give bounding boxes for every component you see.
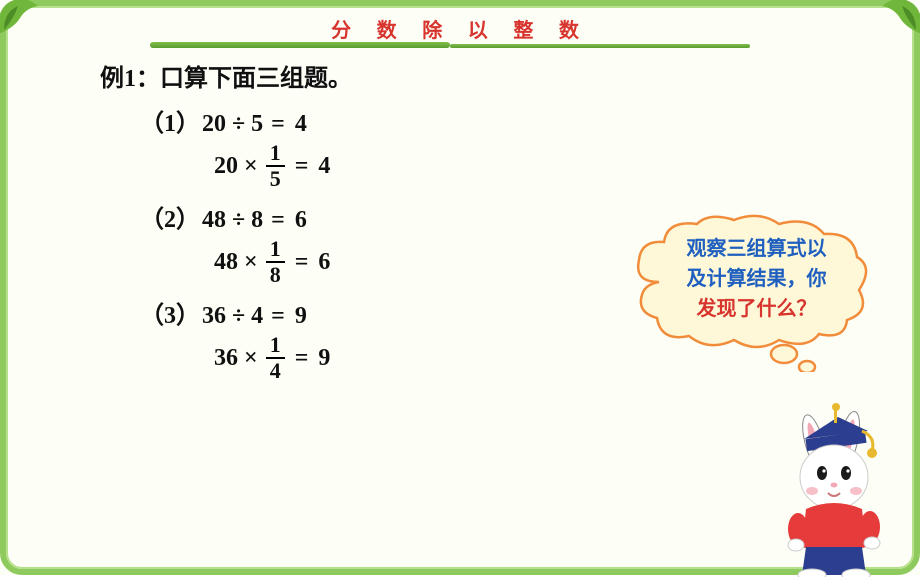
example-label: 例1：口算下面三组题。	[100, 58, 880, 93]
answer-div: 9	[295, 302, 307, 331]
equals: =	[271, 206, 285, 235]
divide-op: ÷	[232, 206, 245, 235]
equals: =	[295, 344, 309, 373]
answer-mul: 6	[318, 248, 330, 277]
operand-a: 20	[202, 110, 226, 139]
answer-div: 6	[295, 206, 307, 235]
fraction: 1 4	[266, 334, 285, 382]
denominator: 4	[266, 360, 285, 382]
operand-a: 20	[214, 152, 238, 181]
equals: =	[295, 152, 309, 181]
fraction: 1 5	[266, 142, 285, 190]
problem-index: （3）	[140, 302, 200, 331]
corner-leaf-top-left	[0, 0, 46, 36]
cloud-text: 观察三组算式以 及计算结果，你 发现了什么？	[657, 234, 856, 324]
divide-op: ÷	[232, 302, 245, 331]
header-rule-right	[450, 44, 750, 48]
answer-div: 4	[295, 110, 307, 139]
multiply-op: ×	[244, 344, 258, 373]
thought-cloud: 观察三组算式以 及计算结果，你 发现了什么？	[629, 212, 874, 342]
corner-leaf-top-right	[874, 0, 920, 36]
denominator: 8	[266, 264, 285, 286]
cloud-line1: 观察三组算式以	[687, 238, 827, 260]
equals: =	[295, 248, 309, 277]
equals: =	[271, 110, 285, 139]
operand-b: 5	[251, 110, 263, 139]
operand-b: 4	[251, 302, 263, 331]
operand-a: 36	[202, 302, 226, 331]
header-rule-left	[150, 42, 450, 48]
numerator: 1	[266, 238, 285, 260]
multiply-op: ×	[244, 248, 258, 277]
numerator: 1	[266, 142, 285, 164]
operand-a: 48	[202, 206, 226, 235]
problem-index: （1）	[140, 110, 200, 139]
cloud-line2: 及计算结果，你	[687, 268, 827, 290]
divide-op: ÷	[232, 110, 245, 139]
operand-a: 36	[214, 344, 238, 373]
page-title: 分 数 除 以 整 数	[331, 14, 589, 43]
numerator: 1	[266, 334, 285, 356]
operand-a: 48	[214, 248, 238, 277]
multiply-op: ×	[244, 152, 258, 181]
denominator: 5	[266, 168, 285, 190]
equals: =	[271, 302, 285, 331]
fraction: 1 8	[266, 238, 285, 286]
problem-1: （1） 20 ÷ 5 = 4 20 × 1 5 = 4	[140, 103, 880, 187]
cloud-line3: 发现了什么？	[697, 298, 817, 320]
bunny-mascot-icon	[754, 387, 914, 577]
answer-mul: 9	[318, 344, 330, 373]
problem-index: （2）	[140, 206, 200, 235]
operand-b: 8	[251, 206, 263, 235]
answer-mul: 4	[318, 152, 330, 181]
